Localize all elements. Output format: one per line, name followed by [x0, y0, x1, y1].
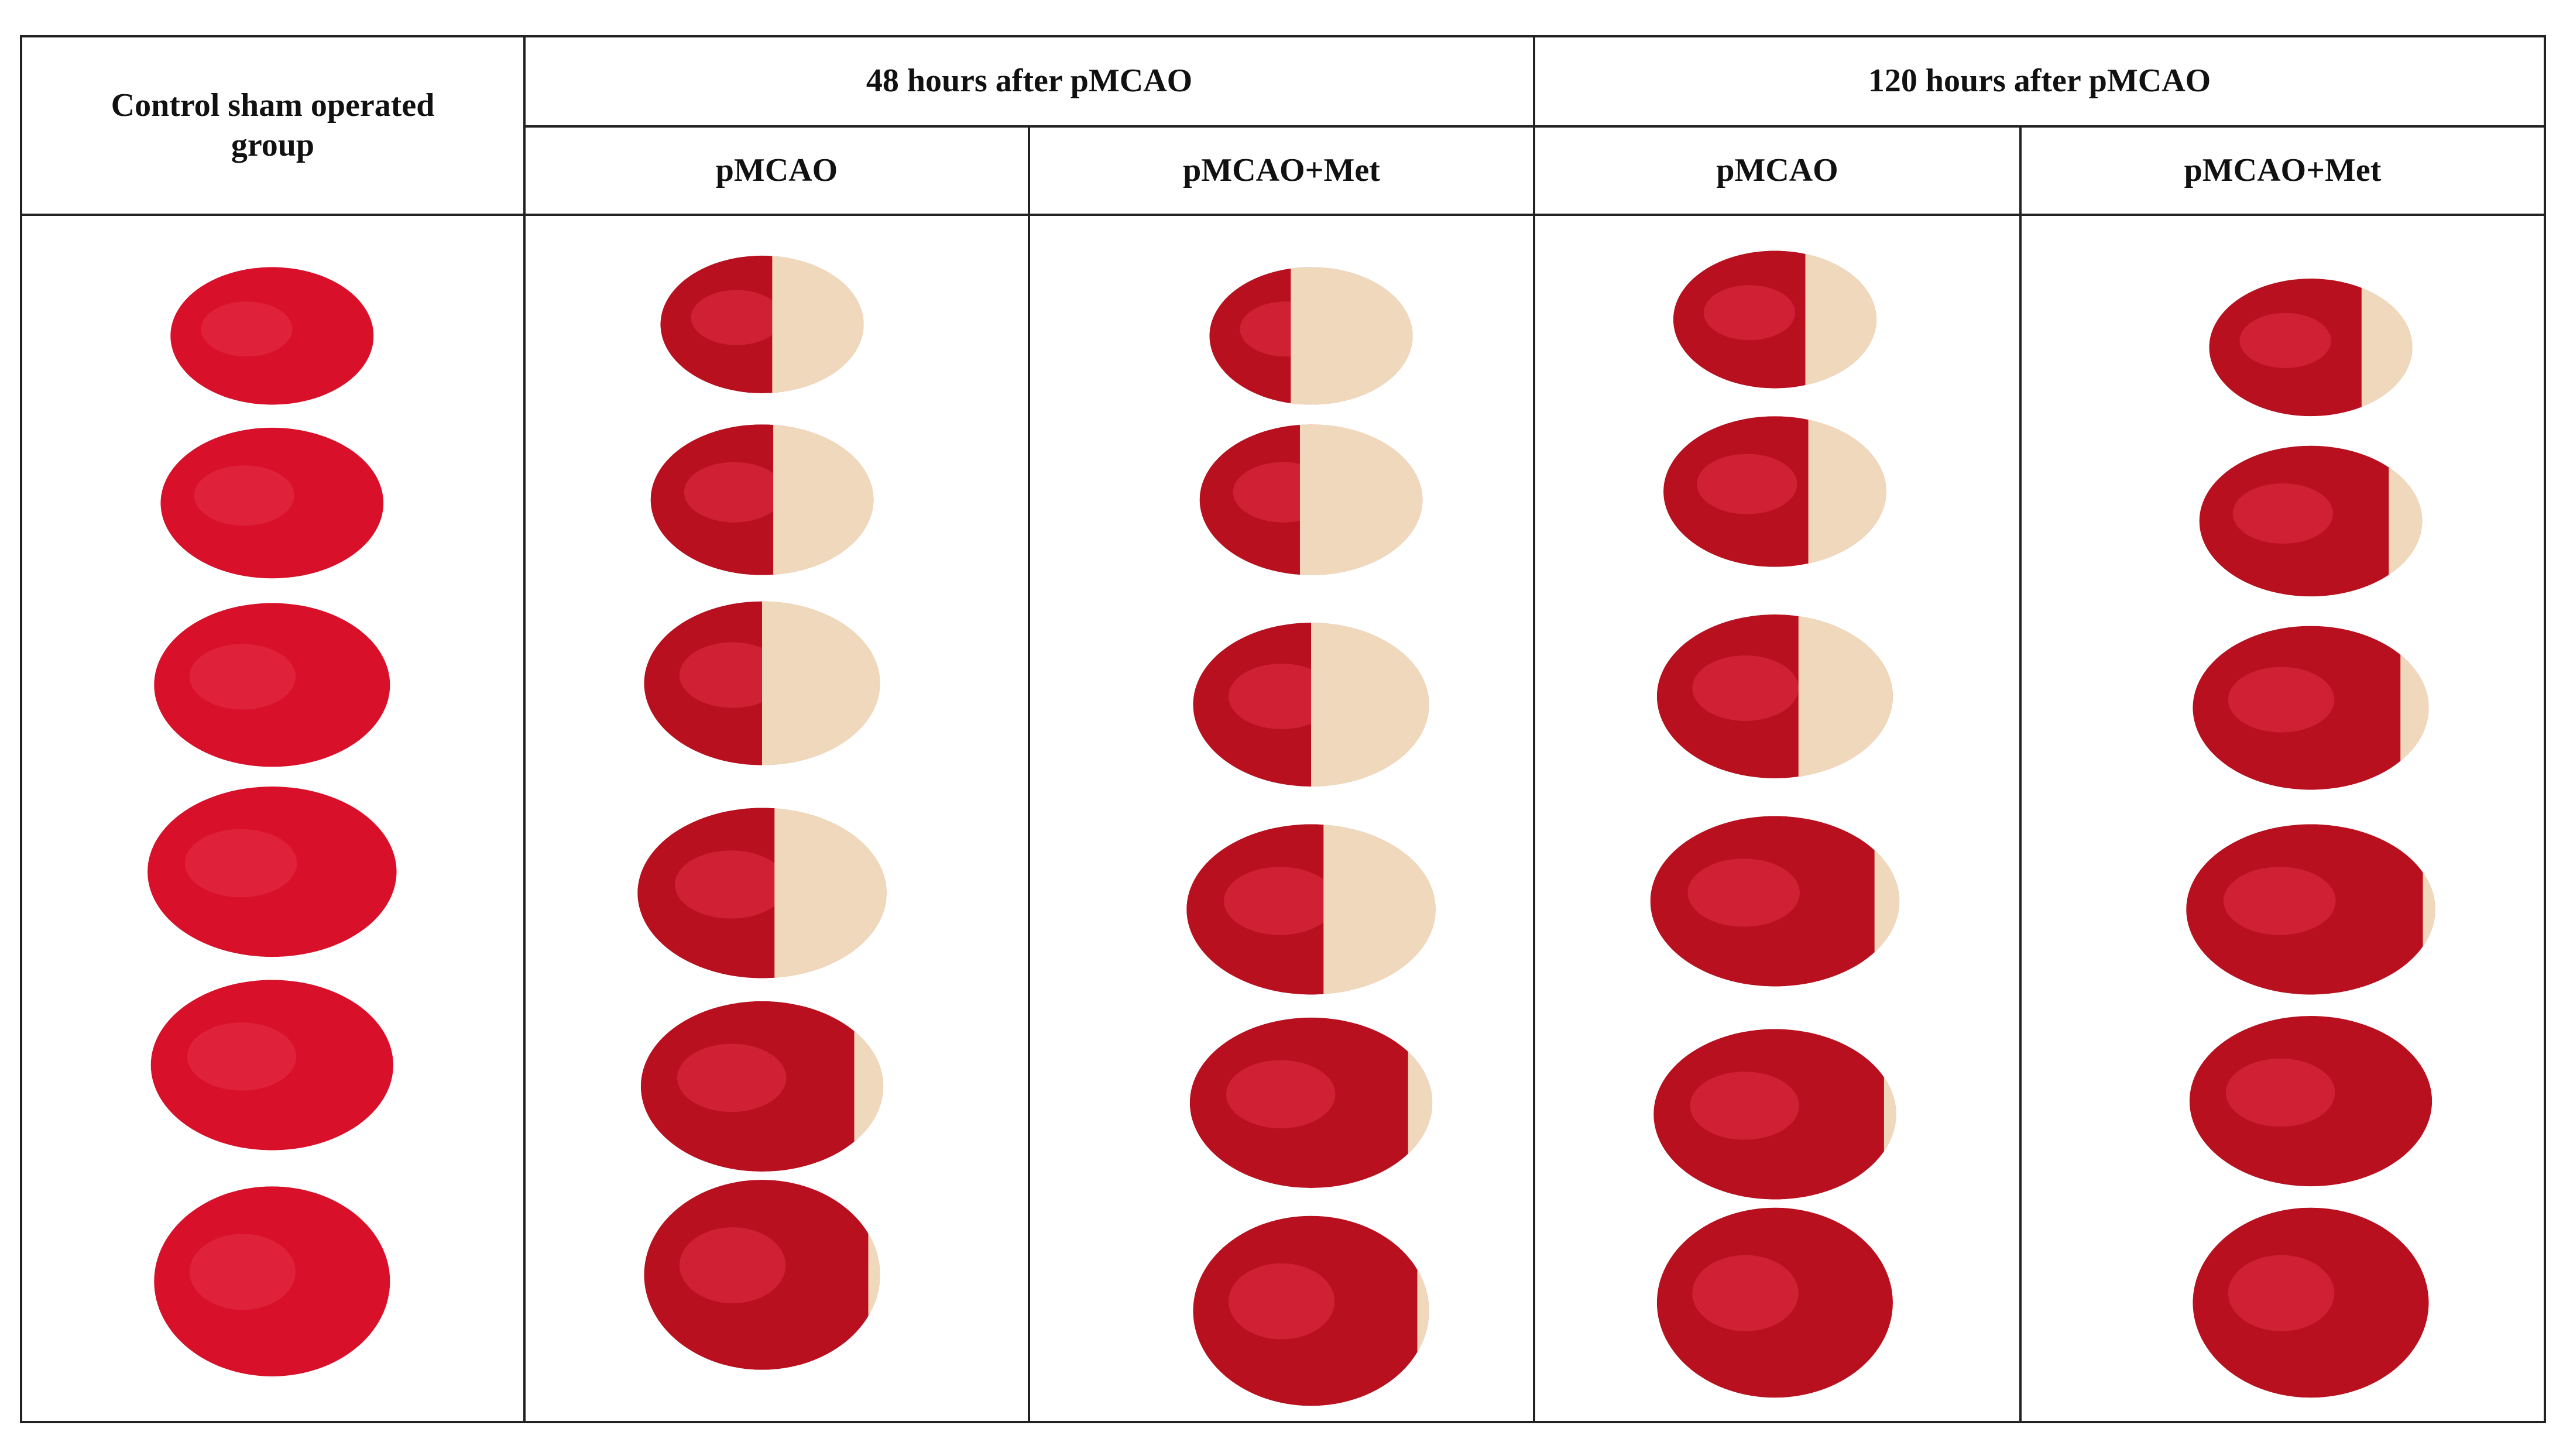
- brain-slice: [640, 1001, 884, 1172]
- brain-slice: [1189, 1017, 1433, 1188]
- infarct-area: [1883, 1029, 1896, 1200]
- slice-texture: [1687, 859, 1800, 927]
- slice-texture: [184, 829, 297, 898]
- brain-slice: [637, 808, 887, 978]
- infarct-area: [1874, 816, 1900, 987]
- slice-texture: [2228, 667, 2335, 733]
- slice-texture: [684, 462, 785, 523]
- infarct-area: [868, 1180, 880, 1370]
- infarct-area: [2423, 824, 2435, 995]
- brain-slice: [160, 427, 384, 579]
- slice-texture: [679, 642, 786, 708]
- brain-slice: [1193, 1215, 1429, 1406]
- brain-slice: [154, 1186, 390, 1377]
- brain-slice: [2199, 445, 2423, 597]
- brain-slice: [2193, 1207, 2429, 1398]
- slice-texture: [2228, 1255, 2335, 1331]
- brain-slice: [1199, 424, 1423, 575]
- slice-texture: [2225, 1058, 2335, 1127]
- slice-texture: [194, 465, 294, 526]
- infarct-area: [772, 255, 864, 393]
- brain-slices: [147, 250, 2435, 1406]
- table-lines: [20, 35, 2546, 1423]
- infarct-area: [762, 601, 880, 765]
- slice-texture: [1226, 1060, 1336, 1129]
- slice-texture: [2232, 483, 2334, 544]
- infarct-area: [1291, 267, 1413, 405]
- infarct-area: [1805, 250, 1876, 389]
- brain-slice: [644, 1179, 880, 1370]
- subgroup-header: pMCAO+Met: [2184, 152, 2382, 188]
- brain-slice: [650, 424, 874, 575]
- slice-texture: [201, 301, 293, 357]
- infarct-area: [1808, 416, 1886, 567]
- slice-texture: [1692, 1255, 1799, 1331]
- subgroup-header: pMCAO: [1716, 152, 1838, 188]
- brain-slice: [1650, 816, 1900, 987]
- brain-slice: [2193, 626, 2429, 790]
- brain-slice: [170, 267, 374, 405]
- slice-texture: [1697, 454, 1797, 514]
- slice-texture: [1224, 867, 1336, 935]
- slice-texture: [189, 644, 296, 710]
- brain-slice: [2186, 824, 2435, 995]
- slice-texture: [1692, 655, 1799, 721]
- brain-slice: [644, 601, 880, 765]
- infarct-area: [1311, 623, 1429, 787]
- slice-texture: [2239, 313, 2331, 368]
- table-border: [20, 35, 2546, 1423]
- infarct-area: [1417, 1215, 1429, 1406]
- slice-texture: [1703, 285, 1796, 341]
- brain-slice: [147, 787, 397, 957]
- infarct-area: [1798, 614, 1893, 778]
- group-header: 48 hours after pMCAO: [866, 63, 1193, 99]
- brain-slice: [150, 980, 393, 1151]
- control-header: Control sham operated group: [111, 87, 435, 163]
- slice-texture: [187, 1022, 297, 1091]
- brain-slice: [154, 603, 390, 767]
- brain-slice: [1656, 1207, 1893, 1398]
- brain-slice: [1673, 250, 1876, 389]
- infarct-area: [2389, 445, 2423, 597]
- brain-slice: [2209, 278, 2413, 417]
- slice-texture: [1228, 1263, 1335, 1340]
- slice-texture: [1690, 1072, 1799, 1140]
- slice-texture: [1228, 664, 1335, 729]
- infarct-area: [1299, 424, 1423, 575]
- brain-slice: [2189, 1016, 2433, 1187]
- slice-texture: [675, 850, 787, 919]
- infarct-area: [2361, 279, 2413, 417]
- brain-slice: [660, 255, 864, 394]
- subgroup-header: pMCAO: [715, 152, 838, 188]
- brain-slice: [1656, 614, 1893, 778]
- slice-texture: [679, 1227, 786, 1304]
- slice-texture: [2224, 867, 2336, 935]
- infarct-area: [1323, 824, 1436, 995]
- brain-slice: [1193, 623, 1429, 787]
- infarct-area: [1408, 1017, 1433, 1188]
- subgroup-header: pMCAO+Met: [1183, 152, 1380, 188]
- brain-slice: [1653, 1029, 1896, 1200]
- brain-slice: [1663, 416, 1886, 567]
- infarct-area: [2400, 626, 2429, 790]
- group-header: 120 hours after pMCAO: [1868, 63, 2211, 99]
- infarct-area: [774, 808, 887, 978]
- brain-slice: [1186, 824, 1436, 995]
- infarct-area: [773, 424, 874, 575]
- brain-slice: [1209, 267, 1413, 405]
- slice-texture: [677, 1043, 787, 1112]
- slice-texture: [189, 1234, 296, 1310]
- infarct-area: [854, 1001, 884, 1172]
- slice-texture: [691, 290, 783, 345]
